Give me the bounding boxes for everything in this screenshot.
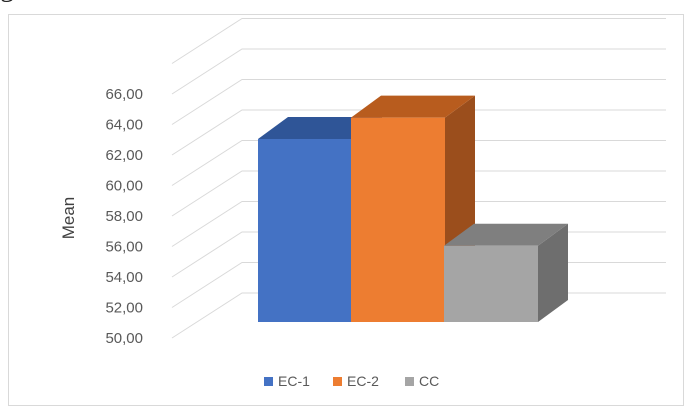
legend-swatch xyxy=(264,377,273,386)
bar-top xyxy=(351,95,475,118)
bars xyxy=(258,95,568,323)
bar-front xyxy=(351,117,445,323)
y-tick-label: 56,00 xyxy=(105,239,143,256)
legend-label: EC-2 xyxy=(347,373,379,389)
cropped-caption-fragment: g xyxy=(0,0,14,2)
gridline xyxy=(171,201,666,247)
bar-top xyxy=(444,223,568,246)
gridline xyxy=(171,18,666,64)
y-tick-label: 60,00 xyxy=(105,178,143,195)
y-tick-labels: 50,00 52,00 54,00 56,00 58,00 60,00 62,00 64,00… xyxy=(105,86,143,347)
gridline xyxy=(171,79,666,125)
legend-item-ec-1: EC-1 xyxy=(264,373,310,389)
gridline xyxy=(171,140,666,186)
gridline xyxy=(171,48,666,95)
y-tick-label: 62,00 xyxy=(105,147,143,164)
y-tick-label: 64,00 xyxy=(105,117,143,134)
legend-item-cc: CC xyxy=(405,373,439,389)
bar-front xyxy=(258,139,352,322)
legend-swatch xyxy=(333,377,342,386)
legend-swatch xyxy=(405,377,414,386)
y-tick-label: 58,00 xyxy=(105,208,143,225)
legend-item-ec-2: EC-2 xyxy=(333,373,379,389)
bar-cc xyxy=(444,223,568,322)
gridline xyxy=(171,170,666,217)
legend-label: CC xyxy=(419,373,439,389)
bar-front xyxy=(444,245,538,322)
legend-label: EC-1 xyxy=(278,373,310,389)
y-tick-label: 54,00 xyxy=(105,269,143,286)
y-tick-label: 50,00 xyxy=(105,330,143,347)
gridline xyxy=(171,109,666,156)
y-axis-label: Mean xyxy=(59,197,78,240)
bar-ec-2 xyxy=(351,95,475,323)
y-tick-label: 52,00 xyxy=(105,300,143,317)
legend: EC-1 EC-2 CC xyxy=(264,373,439,389)
y-tick-label: 66,00 xyxy=(105,86,143,103)
bar-side xyxy=(538,223,568,322)
